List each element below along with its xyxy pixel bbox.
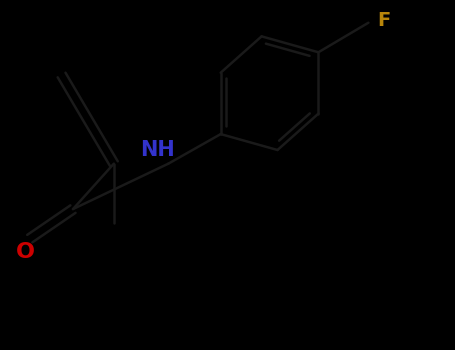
Text: NH: NH	[140, 140, 174, 160]
Text: F: F	[378, 11, 391, 30]
Text: O: O	[16, 242, 35, 262]
